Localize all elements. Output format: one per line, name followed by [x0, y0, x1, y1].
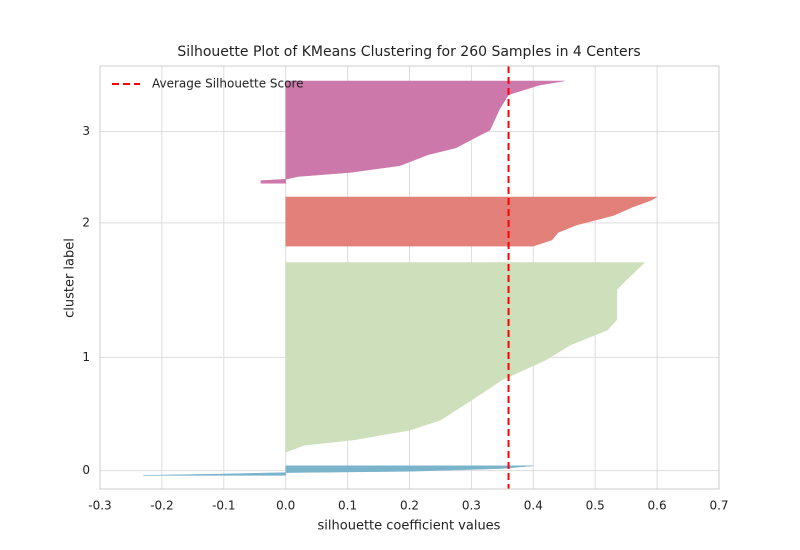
y-tick-label: 0	[82, 463, 90, 477]
chart-title: Silhouette Plot of KMeans Clustering for…	[177, 44, 640, 60]
y-axis-label: cluster label	[63, 238, 78, 318]
x-tick-label: 0.7	[709, 499, 728, 513]
cluster-silhouette-area	[260, 80, 565, 184]
x-tick-label: -0.3	[88, 499, 111, 513]
x-axis-label: silhouette coefficient values	[318, 519, 501, 534]
cluster-silhouette-area	[285, 196, 658, 247]
x-tick-label: -0.1	[212, 499, 235, 513]
x-tick-label: 0.2	[400, 499, 419, 513]
cluster-silhouette-area	[143, 465, 534, 476]
x-tick-label: 0.5	[586, 499, 605, 513]
legend-label: Average Silhouette Score	[152, 77, 304, 91]
x-tick-label: 0.3	[462, 499, 481, 513]
y-tick-label: 1	[82, 350, 90, 364]
x-tick-label: 0.1	[338, 499, 357, 513]
legend: Average Silhouette Score	[112, 77, 304, 91]
y-tick-label: 3	[82, 124, 90, 138]
plot-frame	[99, 65, 720, 490]
x-tick-label: 0.6	[648, 499, 667, 513]
x-tick-label: 0.4	[524, 499, 543, 513]
plot-marks	[143, 66, 658, 489]
x-tick-label: -0.2	[150, 499, 173, 513]
x-tick-label: 0.0	[276, 499, 295, 513]
y-tick-label: 2	[82, 215, 90, 229]
cluster-silhouette-area	[285, 262, 646, 453]
